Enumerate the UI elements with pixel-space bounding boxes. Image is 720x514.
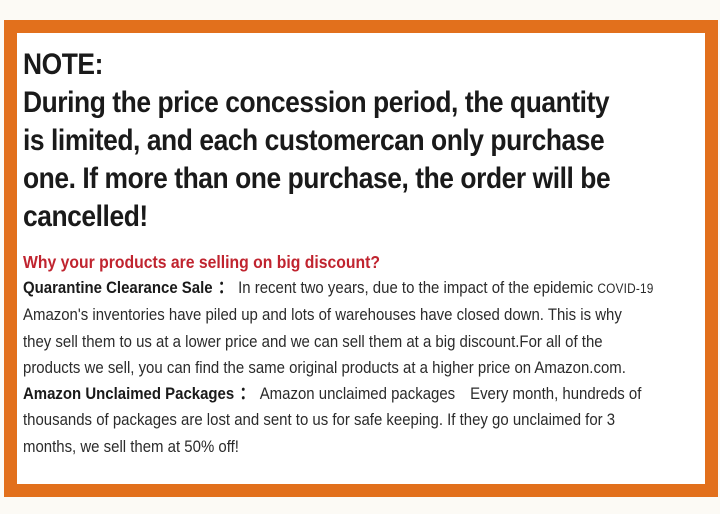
fullwidth-colon: ：: [217, 278, 233, 297]
note-heading-line: cancelled!: [23, 200, 148, 233]
reason-unclaimed-line: months, we sell them at 50% off!: [23, 436, 239, 456]
orange-border-panel: NOTE: During the price concession period…: [4, 20, 718, 497]
note-title: NOTE:: [23, 48, 103, 81]
note-heading-block: NOTE: During the price concession period…: [23, 46, 705, 236]
reason-clearance-text: In recent two years, due to the impact o…: [238, 278, 594, 297]
covid-19-tag: COVID-19: [597, 281, 654, 296]
reason-clearance-first-line: Quarantine Clearance Sale： In recent two …: [23, 275, 653, 302]
panel-content: NOTE: During the price concession period…: [17, 33, 705, 460]
reason-unclaimed-line: thousands of packages are lost and sent …: [23, 410, 616, 430]
fullwidth-colon: ：: [239, 384, 255, 404]
note-heading-line: During the price concession period, the …: [23, 86, 610, 119]
reason-clearance-line: products we sell, you can find the same …: [23, 357, 626, 377]
note-heading-line: one. If more than one purchase, the orde…: [23, 162, 611, 195]
reason-clearance-line: they sell them to us at a lower price an…: [23, 331, 603, 351]
reason-unclaimed-label: Amazon Unclaimed Packages: [23, 384, 235, 404]
reason-unclaimed-first-line: Amazon Unclaimed Packages： Amazon unclaim…: [23, 381, 641, 407]
reason-clearance-label: Quarantine Clearance Sale: [23, 278, 213, 297]
discount-question-heading: Why your products are selling on big dis…: [23, 252, 381, 272]
reason-clearance-line: Amazon's inventories have piled up and l…: [23, 305, 622, 325]
reason-unclaimed-text: Amazon unclaimed packages Every month, h…: [259, 384, 642, 404]
note-heading-line: is limited, and each customercan only pu…: [23, 124, 605, 157]
discount-explanation-block: Why your products are selling on big dis…: [23, 249, 705, 460]
